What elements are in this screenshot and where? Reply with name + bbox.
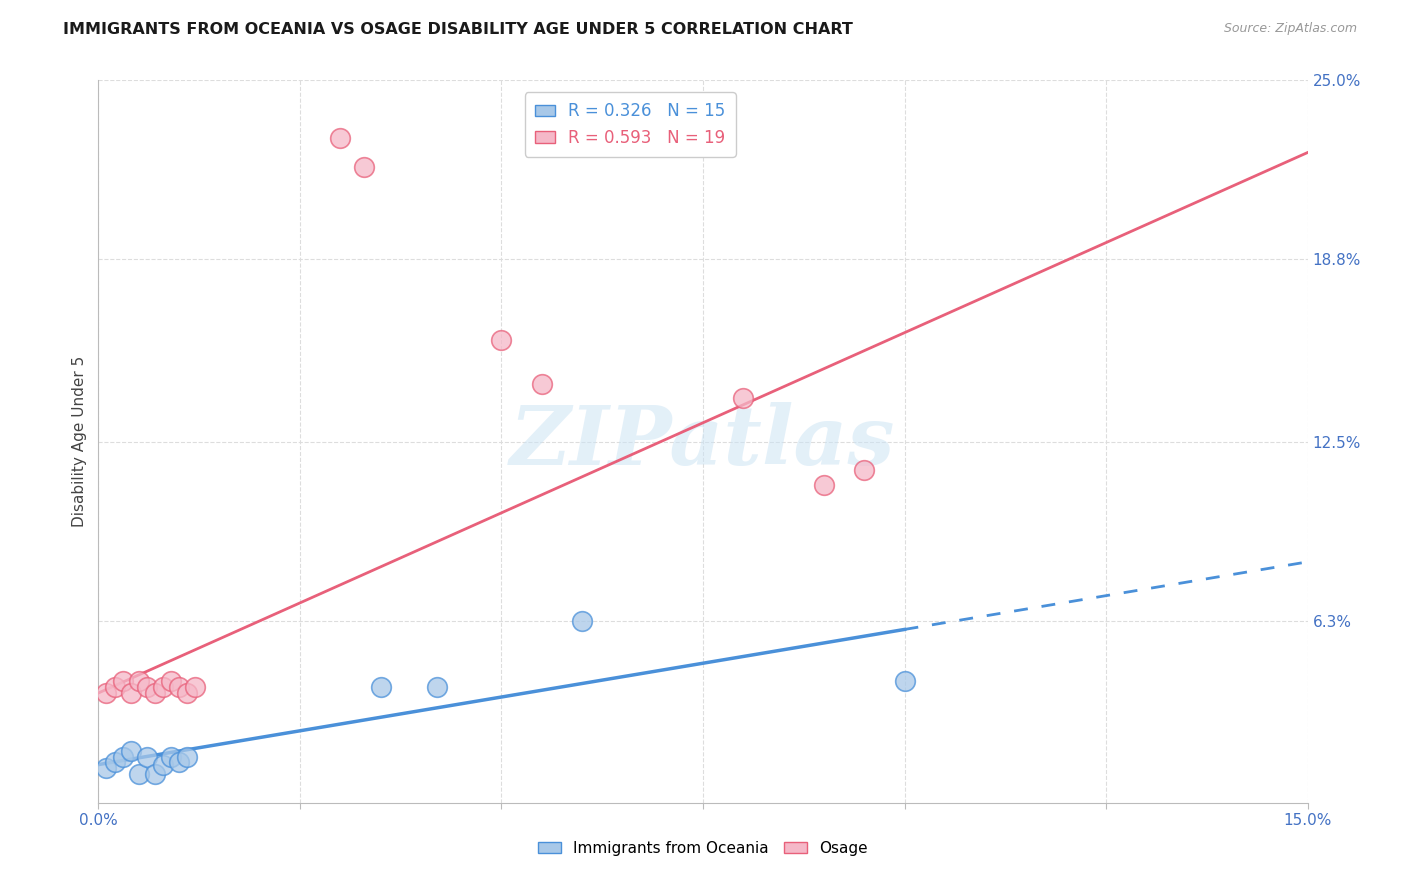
Text: ZIPatlas: ZIPatlas — [510, 401, 896, 482]
Point — [128, 674, 150, 689]
Text: Source: ZipAtlas.com: Source: ZipAtlas.com — [1223, 22, 1357, 36]
Point — [176, 749, 198, 764]
Point — [143, 686, 166, 700]
Point — [167, 680, 190, 694]
Point — [96, 761, 118, 775]
Point — [111, 749, 134, 764]
Point — [353, 160, 375, 174]
Point — [135, 680, 157, 694]
Point — [160, 674, 183, 689]
Text: IMMIGRANTS FROM OCEANIA VS OSAGE DISABILITY AGE UNDER 5 CORRELATION CHART: IMMIGRANTS FROM OCEANIA VS OSAGE DISABIL… — [63, 22, 853, 37]
Legend: R = 0.326   N = 15, R = 0.593   N = 19: R = 0.326 N = 15, R = 0.593 N = 19 — [526, 92, 735, 157]
Point — [491, 334, 513, 348]
Point — [184, 680, 207, 694]
Point — [120, 686, 142, 700]
Legend: Immigrants from Oceania, Osage: Immigrants from Oceania, Osage — [531, 835, 875, 862]
Point — [571, 614, 593, 628]
Point — [152, 680, 174, 694]
Point — [176, 686, 198, 700]
Point — [426, 680, 449, 694]
Point — [160, 749, 183, 764]
Point — [813, 478, 835, 492]
Point — [111, 674, 134, 689]
Point — [103, 756, 125, 770]
Point — [370, 680, 392, 694]
Point — [135, 749, 157, 764]
Y-axis label: Disability Age Under 5: Disability Age Under 5 — [72, 356, 87, 527]
Point — [103, 680, 125, 694]
Point — [120, 744, 142, 758]
Point — [167, 756, 190, 770]
Point — [152, 758, 174, 772]
Point — [853, 463, 876, 477]
Point — [96, 686, 118, 700]
Point — [733, 391, 755, 405]
Point — [128, 767, 150, 781]
Point — [893, 674, 915, 689]
Point — [143, 767, 166, 781]
Point — [329, 131, 352, 145]
Point — [530, 376, 553, 391]
